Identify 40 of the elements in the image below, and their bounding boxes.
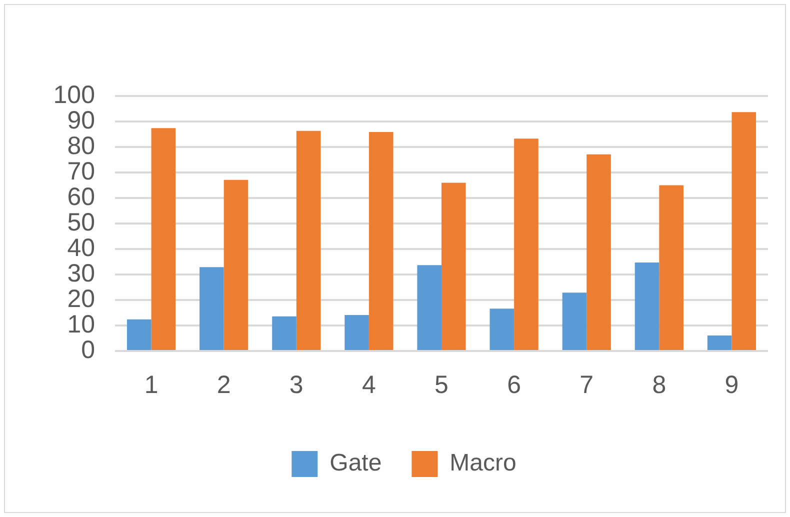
bar xyxy=(707,335,732,350)
y-tick-label: 20 xyxy=(67,284,95,313)
y-tick-label: 100 xyxy=(53,80,95,109)
legend-label: Macro xyxy=(450,450,516,477)
x-tick-label: 9 xyxy=(724,370,739,399)
y-tick-label: 50 xyxy=(67,208,95,236)
y-tick-label: 0 xyxy=(81,336,95,364)
x-tick-label: 6 xyxy=(507,370,522,399)
bar xyxy=(344,315,369,350)
x-tick-label: 3 xyxy=(289,370,304,399)
bar xyxy=(417,265,442,350)
legend-label: Gate xyxy=(330,450,382,477)
bar xyxy=(272,316,296,350)
x-tick-label: 2 xyxy=(216,370,231,399)
bar xyxy=(126,319,152,350)
bar xyxy=(368,132,394,350)
bar xyxy=(514,138,538,350)
y-tick-label: 60 xyxy=(67,182,95,211)
bar xyxy=(586,154,611,350)
y-tick-label: 80 xyxy=(67,132,95,160)
bar xyxy=(296,130,321,350)
bar xyxy=(442,182,466,350)
y-tick-label: 40 xyxy=(67,234,95,262)
y-tick-label: 70 xyxy=(67,157,95,186)
x-tick-label: 8 xyxy=(652,370,666,399)
x-tick-label: 7 xyxy=(580,370,594,399)
x-tick-label: 5 xyxy=(434,370,448,399)
x-tick-label: 4 xyxy=(362,370,376,399)
bar xyxy=(659,185,684,350)
bar xyxy=(634,262,660,350)
bar xyxy=(490,308,514,350)
bar xyxy=(224,180,248,350)
bar xyxy=(200,267,224,350)
bar xyxy=(732,112,756,350)
y-tick-label: 10 xyxy=(67,310,95,338)
bar xyxy=(151,128,176,350)
x-tick-label: 1 xyxy=(144,370,158,399)
bar xyxy=(562,292,587,350)
y-tick-label: 90 xyxy=(67,106,95,134)
y-tick-label: 30 xyxy=(67,259,95,288)
